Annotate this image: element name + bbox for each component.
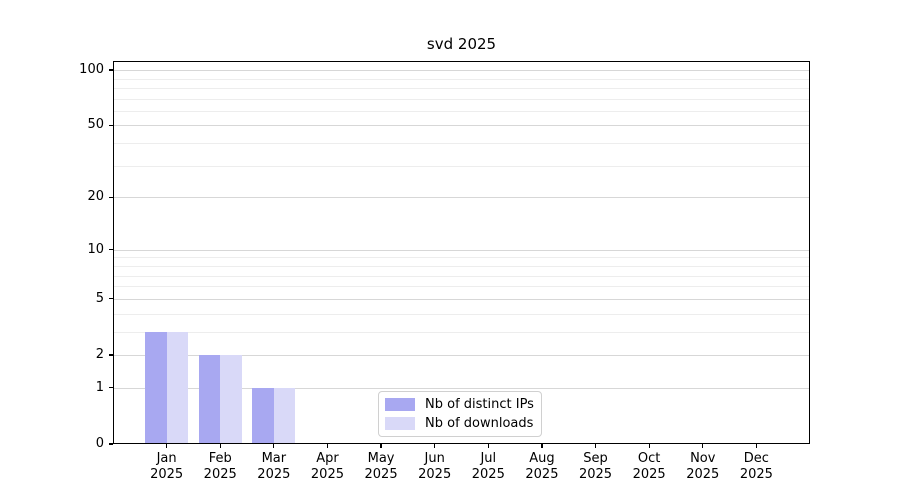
minor-gridline xyxy=(113,275,810,277)
x-tick-mark xyxy=(487,444,489,448)
x-tick-year: 2025 xyxy=(310,467,344,482)
x-tick-label: Oct 2025 xyxy=(619,451,679,483)
bar-mar-downloads xyxy=(273,387,296,444)
y-tick-mark xyxy=(109,298,113,300)
legend: Nb of distinct IPs Nb of downloads xyxy=(378,391,542,437)
y-tick-label: 0 xyxy=(95,436,104,451)
major-gridline xyxy=(113,249,810,251)
bar-jan-downloads xyxy=(166,331,189,444)
x-tick-label: Apr 2025 xyxy=(297,451,357,483)
y-tick-label: 50 xyxy=(87,117,104,133)
x-tick-year: 2025 xyxy=(525,467,559,482)
x-tick-mark xyxy=(380,444,382,448)
minor-gridline xyxy=(113,110,810,112)
x-tick-mark xyxy=(541,444,543,448)
y-tick-label: 100 xyxy=(79,62,104,78)
x-tick-mark xyxy=(755,444,757,448)
legend-item-label: Nb of downloads xyxy=(425,416,534,431)
bar-feb-ips xyxy=(198,355,221,444)
minor-gridline xyxy=(113,143,810,145)
y-tick-label: 20 xyxy=(87,189,104,205)
x-tick-label: Jul 2025 xyxy=(458,451,518,483)
y-tick-label: 5 xyxy=(95,290,104,306)
minor-gridline xyxy=(113,98,810,100)
y-tick-mark xyxy=(109,443,113,445)
legend-item: Nb of distinct IPs xyxy=(385,397,534,412)
x-tick-year: 2025 xyxy=(257,467,291,482)
x-tick-year: 2025 xyxy=(471,467,505,482)
x-tick-mark xyxy=(648,444,650,448)
major-gridline xyxy=(113,354,810,356)
minor-gridline xyxy=(113,78,810,80)
chart-title: svd 2025 xyxy=(426,35,497,53)
y-tick-mark xyxy=(109,124,113,127)
x-tick-mark xyxy=(219,444,221,448)
x-tick-year: 2025 xyxy=(418,467,452,482)
x-tick-year: 2025 xyxy=(686,467,720,482)
major-gridline xyxy=(113,387,810,389)
minor-gridline xyxy=(113,286,810,288)
x-tick-label: Jun 2025 xyxy=(405,451,465,483)
x-tick-mark xyxy=(326,444,329,448)
bar-feb-downloads xyxy=(220,355,242,444)
legend-swatch xyxy=(385,417,415,430)
x-tick-mark xyxy=(702,444,704,448)
x-tick-year: 2025 xyxy=(739,467,773,482)
x-tick-mark xyxy=(434,444,436,448)
bar-jan-ips xyxy=(145,331,167,444)
x-tick-year: 2025 xyxy=(632,467,666,482)
minor-gridline xyxy=(113,87,810,89)
x-tick-label: May 2025 xyxy=(351,451,411,483)
minor-gridline xyxy=(113,257,810,259)
x-tick-year: 2025 xyxy=(578,467,613,482)
x-tick-label: Nov 2025 xyxy=(673,451,733,483)
gridlines-layer xyxy=(113,61,810,444)
x-tick-mark xyxy=(594,444,597,448)
bar-mar-ips xyxy=(252,387,274,444)
x-tick-year: 2025 xyxy=(150,467,184,482)
legend-item-label: Nb of distinct IPs xyxy=(425,397,534,412)
minor-gridline xyxy=(113,313,810,315)
legend-swatch xyxy=(385,398,415,411)
x-tick-year: 2025 xyxy=(203,467,237,482)
major-gridline xyxy=(113,70,810,72)
x-tick-label: Aug 2025 xyxy=(512,451,572,483)
y-tick-mark xyxy=(109,69,113,71)
y-tick-mark xyxy=(109,354,113,356)
bars-layer xyxy=(113,61,810,444)
x-tick-mark xyxy=(166,444,168,448)
y-tick-mark xyxy=(109,196,113,198)
y-tick-label: 2 xyxy=(95,346,104,362)
y-tick-mark xyxy=(109,249,113,251)
major-gridline xyxy=(113,298,810,300)
x-tick-year: 2025 xyxy=(364,467,398,482)
x-tick-mark xyxy=(273,444,275,448)
y-tick-mark xyxy=(109,387,113,389)
minor-gridline xyxy=(113,165,810,167)
y-tick-label: 10 xyxy=(87,241,104,257)
major-gridline xyxy=(113,197,810,199)
minor-gridline xyxy=(113,331,810,333)
legend-item: Nb of downloads xyxy=(385,416,533,431)
major-gridline xyxy=(113,125,810,127)
plot-area xyxy=(113,61,810,444)
x-tick-label: Dec 2025 xyxy=(726,451,786,483)
x-tick-label: Jan 2025 xyxy=(137,451,197,483)
x-tick-label: Feb 2025 xyxy=(190,451,250,483)
y-tick-label: 1 xyxy=(95,379,104,395)
x-tick-label: Mar 2025 xyxy=(244,451,304,483)
minor-gridline xyxy=(113,265,810,267)
x-tick-label: Sep 2025 xyxy=(566,451,626,483)
